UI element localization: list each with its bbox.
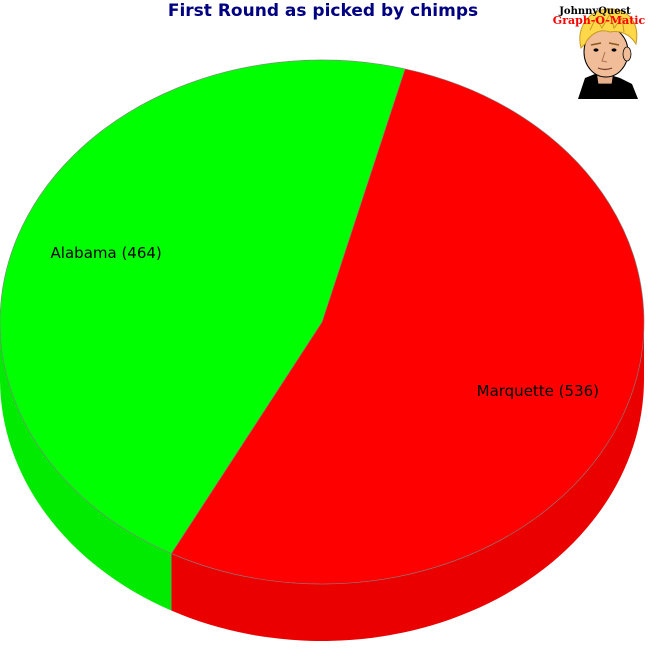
chart-title: First Round as picked by chimps [168, 1, 478, 21]
pie-slice-alabama [0, 59, 406, 554]
pie-slice-marquette [170, 68, 645, 585]
pie-side-marquette [171, 322, 645, 641]
logo-line-2: Graph-O-Matic [553, 14, 646, 27]
pie-top [0, 59, 645, 585]
pie-side-alabama [0, 322, 172, 611]
pie-depth [0, 322, 645, 641]
slice-label-marquette: Marquette (536) [477, 382, 599, 400]
boy-face-icon [578, 8, 638, 99]
pie-labels: Marquette (536) Alabama (464) [51, 244, 599, 400]
logo-line-1: JohnnyQuest [558, 6, 631, 17]
johnnyquest-logo: JohnnyQuest Graph-O-Matic [553, 6, 646, 99]
slice-label-alabama: Alabama (464) [51, 244, 162, 262]
